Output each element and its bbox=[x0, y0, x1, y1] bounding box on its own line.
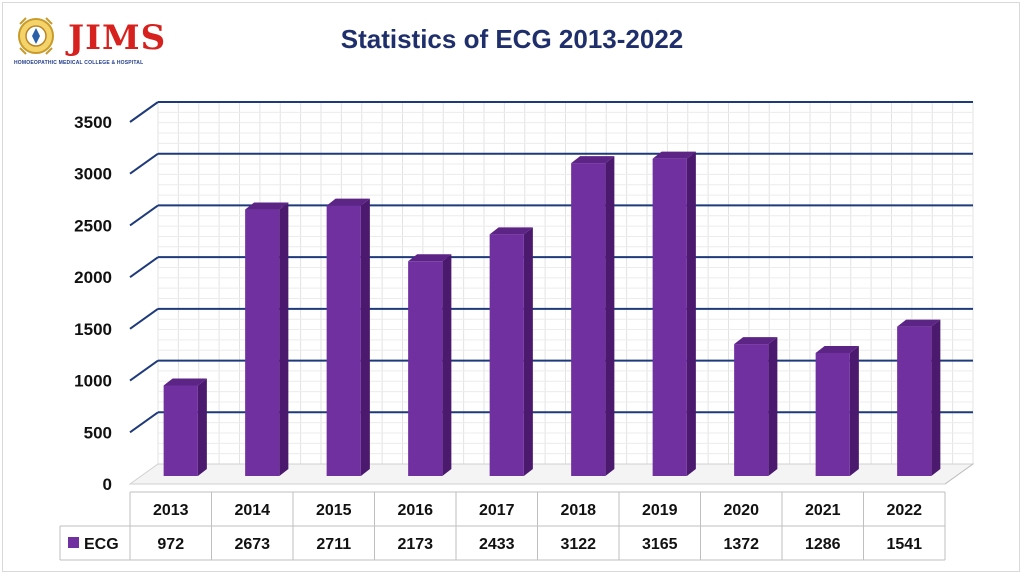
bar bbox=[815, 352, 850, 476]
bar-side bbox=[849, 345, 859, 476]
bar-top bbox=[571, 156, 615, 164]
bar-top bbox=[734, 337, 778, 345]
y-tick-label: 3000 bbox=[74, 165, 112, 184]
data-table-value: 2711 bbox=[316, 536, 351, 553]
gridline-side bbox=[129, 308, 159, 330]
bar-side bbox=[523, 227, 533, 476]
y-tick-label: 3500 bbox=[74, 113, 112, 132]
y-tick-label: 1500 bbox=[74, 320, 112, 339]
data-table-value: 2433 bbox=[479, 536, 515, 553]
bar-top bbox=[489, 227, 533, 235]
data-table-value: 1286 bbox=[805, 536, 841, 553]
gridline-side bbox=[129, 411, 159, 434]
x-tick-label: 2016 bbox=[397, 502, 433, 519]
x-tick-label: 2013 bbox=[153, 502, 189, 519]
bar-side bbox=[931, 319, 941, 476]
gridline-side bbox=[129, 204, 159, 227]
x-tick-label: 2022 bbox=[886, 502, 922, 519]
y-tick-label: 2500 bbox=[74, 216, 112, 235]
x-tick-label: 2021 bbox=[805, 502, 841, 519]
bar bbox=[163, 385, 198, 476]
bar-top bbox=[245, 202, 289, 210]
bar-top bbox=[815, 345, 859, 353]
bar-side bbox=[768, 337, 778, 476]
y-tick-label: 1000 bbox=[74, 372, 112, 391]
emblem-icon bbox=[18, 17, 54, 55]
bar-top bbox=[897, 319, 941, 327]
legend-label: ECG bbox=[84, 536, 119, 553]
x-tick-label: 2020 bbox=[723, 502, 759, 519]
data-table-value: 3122 bbox=[560, 536, 596, 553]
bar bbox=[652, 158, 687, 477]
bar-top bbox=[408, 254, 452, 262]
logo-subtitle: HOMOEOPATHIC MEDICAL COLLEGE & HOSPITAL bbox=[14, 60, 144, 66]
bar-top bbox=[163, 378, 207, 386]
bar-side bbox=[686, 151, 696, 477]
floor-edge bbox=[944, 463, 974, 485]
bar bbox=[734, 344, 769, 476]
data-table-value: 1372 bbox=[723, 536, 759, 553]
bar-side bbox=[279, 202, 289, 476]
bar bbox=[326, 205, 361, 476]
data-table-value: 1541 bbox=[886, 536, 922, 553]
gridline-side bbox=[129, 152, 159, 175]
bar bbox=[897, 326, 932, 476]
logo-name: JIMS bbox=[68, 18, 167, 58]
bar bbox=[571, 163, 606, 476]
y-tick-label: 0 bbox=[103, 475, 112, 494]
bar-side bbox=[197, 378, 207, 476]
bar-side bbox=[360, 198, 370, 476]
gridline-side bbox=[129, 359, 159, 382]
x-tick-label: 2019 bbox=[642, 502, 678, 519]
gridline-side bbox=[129, 101, 159, 123]
y-tick-label: 2000 bbox=[74, 268, 112, 287]
chart-title: Statistics of ECG 2013-2022 bbox=[340, 24, 684, 54]
bar-top bbox=[652, 151, 696, 159]
data-table-value: 3165 bbox=[642, 536, 678, 553]
x-tick-label: 2018 bbox=[560, 502, 596, 519]
bar-side bbox=[605, 156, 615, 476]
data-table-value: 2173 bbox=[397, 536, 433, 553]
data-table-value: 2673 bbox=[234, 536, 270, 553]
gridline-side bbox=[129, 256, 159, 278]
bar bbox=[408, 261, 443, 476]
bar-top bbox=[326, 198, 370, 206]
legend-swatch bbox=[68, 537, 79, 548]
x-tick-label: 2014 bbox=[234, 502, 270, 519]
y-tick-label: 500 bbox=[84, 423, 112, 442]
bar bbox=[245, 209, 280, 476]
bar bbox=[489, 234, 524, 476]
data-table-value: 972 bbox=[157, 536, 184, 553]
jims-logo: JIMS HOMOEOPATHIC MEDICAL COLLEGE & HOSP… bbox=[14, 14, 174, 70]
x-tick-label: 2015 bbox=[316, 502, 352, 519]
bar-side bbox=[442, 254, 452, 476]
x-tick-label: 2017 bbox=[479, 502, 515, 519]
